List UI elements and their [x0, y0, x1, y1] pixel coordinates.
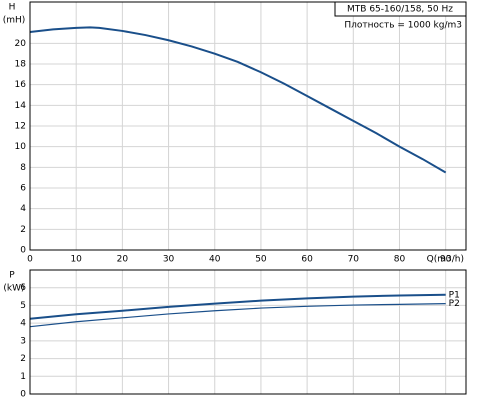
- y-axis-label: H: [9, 3, 16, 13]
- y-tick-label: 5: [20, 301, 26, 311]
- y-tick-label: 2: [20, 354, 26, 364]
- y-tick-label: 10: [15, 142, 27, 152]
- y-tick-label: 1: [20, 372, 26, 382]
- x-tick-label: 70: [348, 255, 360, 265]
- y-tick-label: 12: [15, 122, 26, 132]
- y-axis-label: P: [9, 271, 15, 281]
- y-tick-label: 3: [20, 336, 26, 346]
- x-tick-label: 30: [163, 255, 175, 265]
- y-tick-label: 4: [20, 319, 26, 329]
- x-tick-label: 0: [27, 255, 33, 265]
- y-tick-label: 6: [20, 184, 26, 194]
- plot-frame: [29, 1, 467, 251]
- curve: [29, 26, 447, 174]
- x-tick-label: 50: [255, 255, 267, 265]
- y-tick-label: 2: [20, 225, 26, 235]
- y-tick-label: 6: [20, 283, 26, 293]
- y-tick-label: 20: [15, 39, 27, 49]
- x-axis-label: Q(m3/h): [427, 255, 464, 265]
- curve: [29, 293, 446, 320]
- series-label: P2: [449, 299, 460, 309]
- y-tick-label: 0: [20, 390, 26, 400]
- x-tick-label: 80: [394, 255, 406, 265]
- y-tick-label: 14: [15, 101, 27, 111]
- y-tick-label: 4: [20, 204, 26, 214]
- y-tick-label: 16: [15, 80, 27, 90]
- x-tick-label: 20: [117, 255, 129, 265]
- annotation: MTB 65-160/158, 50 Hz: [347, 5, 453, 15]
- x-tick-label: 60: [301, 255, 313, 265]
- y-axis-unit: (kW): [3, 284, 24, 294]
- x-tick-label: 90: [440, 255, 452, 265]
- annotation: Плотность = 1000 kg/m3: [344, 21, 462, 31]
- y-tick-label: 18: [15, 60, 27, 70]
- y-axis-unit: (mH): [3, 16, 26, 26]
- series-label: P1: [449, 290, 460, 300]
- x-tick-label: 10: [70, 255, 82, 265]
- y-tick-label: 0: [20, 246, 26, 256]
- curve: [29, 303, 446, 328]
- info-box: [334, 1, 467, 17]
- plot-frame: [29, 269, 467, 395]
- y-tick-label: 8: [20, 163, 26, 173]
- x-tick-label: 40: [209, 255, 221, 265]
